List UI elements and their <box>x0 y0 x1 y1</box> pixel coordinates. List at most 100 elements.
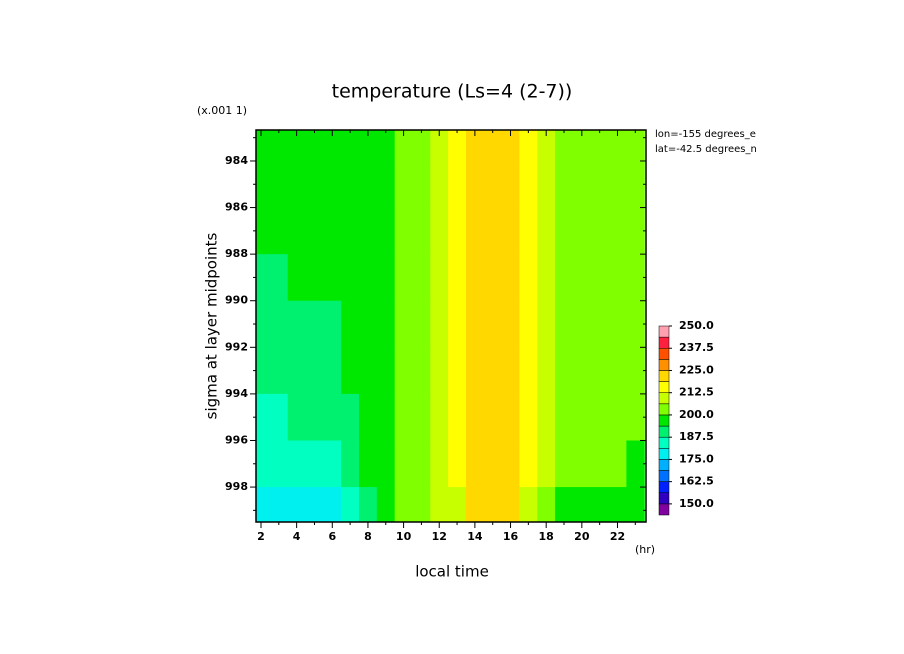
contour-cell <box>269 487 289 522</box>
contour-field <box>256 130 645 522</box>
colorbar-swatch <box>658 359 670 371</box>
contour-cell <box>572 207 592 255</box>
contour-cell <box>483 160 503 209</box>
contour-cell <box>483 347 503 395</box>
contour-cell <box>590 347 610 395</box>
contour-cell <box>287 393 307 442</box>
contour-cell <box>323 207 342 255</box>
contour-cell <box>305 254 324 302</box>
x-tick-label: 18 <box>539 530 554 543</box>
contour-cell <box>376 487 396 522</box>
x-tick-label: 4 <box>293 530 301 543</box>
contour-cell <box>448 300 467 348</box>
contour-cell <box>519 440 538 488</box>
contour-cell <box>256 393 271 442</box>
colorbar-label: 225.0 <box>679 363 714 376</box>
colorbar-swatch <box>658 336 670 349</box>
contour-cell <box>359 160 378 209</box>
contour-cell <box>376 254 396 302</box>
contour-cell <box>359 300 378 348</box>
contour-cell <box>590 130 610 162</box>
contour-cell <box>465 130 485 162</box>
contour-cell <box>359 207 378 255</box>
contour-cell <box>519 130 538 162</box>
contour-cell <box>448 347 467 395</box>
contour-cell <box>626 393 645 442</box>
contour-cell <box>323 347 342 395</box>
y-tick-label: 988 <box>225 247 248 260</box>
contour-cell <box>465 393 485 442</box>
contour-cell <box>376 300 396 348</box>
y-tick-label: 992 <box>225 340 248 353</box>
contour-cell <box>448 440 467 488</box>
contour-cell <box>626 347 645 395</box>
contour-cell <box>412 130 431 162</box>
contour-cell <box>537 393 556 442</box>
contour-cell <box>555 300 574 348</box>
x-tick-label: 12 <box>432 530 447 543</box>
contour-cell <box>430 207 449 255</box>
contour-cell <box>501 130 521 162</box>
contour-cell <box>305 130 324 162</box>
contour-cell <box>394 160 414 209</box>
colorbar-swatch <box>658 459 670 471</box>
contour-cell <box>626 254 645 302</box>
contour-cell <box>305 207 324 255</box>
contour-cell <box>572 347 592 395</box>
colorbar-swatch <box>658 403 670 416</box>
contour-cell <box>359 440 378 488</box>
contour-cell <box>590 207 610 255</box>
contour-cell <box>305 347 324 395</box>
contour-cell <box>287 300 307 348</box>
contour-cell <box>448 160 467 209</box>
contour-cell <box>269 130 289 162</box>
contour-cell <box>376 347 396 395</box>
contour-cell <box>626 207 645 255</box>
contour-cell <box>572 254 592 302</box>
contour-cell <box>359 393 378 442</box>
contour-cell <box>256 207 271 255</box>
contour-cell <box>394 130 414 162</box>
contour-cell <box>626 440 645 488</box>
y-tick-label: 994 <box>225 387 248 400</box>
colorbar-swatch <box>658 414 670 427</box>
contour-cell <box>483 254 503 302</box>
contour-cell <box>483 130 503 162</box>
colorbar-swatch <box>658 436 670 449</box>
colorbar-swatch <box>658 381 670 393</box>
contour-cell <box>394 300 414 348</box>
contour-cell <box>483 487 503 522</box>
contour-cell <box>483 393 503 442</box>
contour-cell <box>448 393 467 442</box>
contour-cell <box>269 207 289 255</box>
x-tick-label: 16 <box>503 530 519 543</box>
x-tick-label: 22 <box>610 530 625 543</box>
colorbar-label: 162.5 <box>679 475 714 488</box>
contour-cell <box>359 130 378 162</box>
contour-cell <box>465 487 485 522</box>
contour-cell <box>269 160 289 209</box>
colorbar-label: 175.0 <box>679 452 714 465</box>
contour-cell <box>341 300 360 348</box>
contour-cell <box>537 207 556 255</box>
contour-cell <box>430 487 449 522</box>
contour-cell <box>537 160 556 209</box>
x-tick-label: 20 <box>574 530 590 543</box>
contour-cell <box>412 347 431 395</box>
colorbar-swatch <box>658 481 670 494</box>
colorbar-label: 200.0 <box>679 408 714 421</box>
contour-cell <box>430 440 449 488</box>
colorbar-label: 150.0 <box>679 497 714 510</box>
colorbar-label: 187.5 <box>679 430 714 443</box>
colorbar-swatch <box>658 325 670 338</box>
contour-cell <box>287 160 307 209</box>
contour-cell <box>256 254 271 302</box>
contour-cell <box>412 440 431 488</box>
colorbar-label: 250.0 <box>679 319 714 332</box>
contour-cell <box>287 254 307 302</box>
contour-cell <box>537 300 556 348</box>
x-unit-label: (hr) <box>635 543 655 556</box>
contour-cell <box>430 300 449 348</box>
contour-cell <box>359 254 378 302</box>
